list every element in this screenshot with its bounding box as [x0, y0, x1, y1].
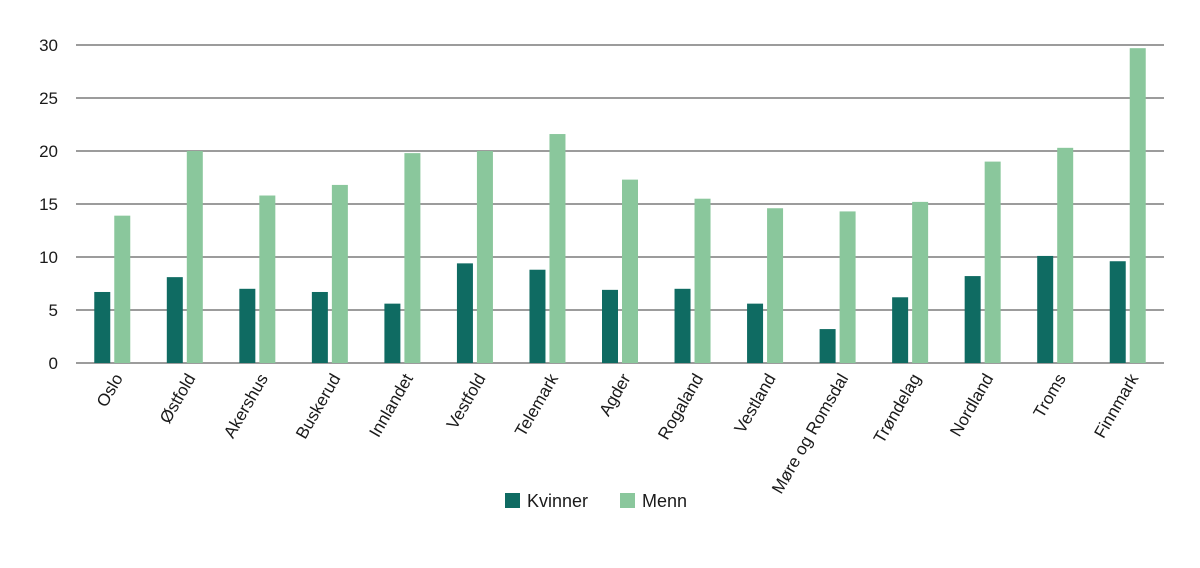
- bar-menn: [331, 184, 348, 363]
- bar-kvinner: [602, 289, 618, 363]
- bar-menn: [1129, 48, 1146, 364]
- legend-swatch: [620, 493, 635, 508]
- bar-menn: [259, 195, 276, 363]
- x-tick-label: Innlandet: [366, 370, 418, 440]
- bar-kvinner: [892, 297, 909, 363]
- x-tick-label: Troms: [1030, 370, 1070, 421]
- grid-lines: [76, 44, 1164, 364]
- bar-menn: [549, 134, 566, 363]
- x-tick-label: Vestfold: [443, 370, 490, 432]
- legend: Kvinner Menn: [505, 491, 687, 511]
- bar-kvinner: [384, 303, 401, 363]
- x-tick-label: Trøndelag: [870, 370, 925, 446]
- y-tick-label: 25: [39, 89, 58, 108]
- bar-kvinner: [1109, 261, 1126, 363]
- bar-kvinner: [1037, 255, 1054, 363]
- y-axis-ticks: 0 5 10 15 20 25 30: [39, 36, 58, 373]
- x-tick-label: Oslo: [93, 370, 127, 410]
- bar-menn: [622, 179, 638, 363]
- bar-menn: [404, 153, 421, 363]
- legend-item-kvinner: Kvinner: [505, 491, 588, 511]
- legend-label: Kvinner: [527, 491, 588, 511]
- y-tick-label: 15: [39, 195, 58, 214]
- x-axis-labels: Oslo Østfold Akershus Buskerud Innlandet Vest…: [93, 370, 1143, 497]
- bar-menn: [476, 151, 493, 363]
- bar-kvinner: [964, 276, 981, 363]
- bar-kvinner: [311, 291, 328, 363]
- bar-kvinner: [239, 288, 256, 363]
- x-tick-label: Rogaland: [654, 370, 707, 443]
- bar-menn: [984, 161, 1001, 363]
- bar-menn: [839, 211, 856, 363]
- bar-menn: [186, 151, 203, 363]
- bar-menn: [694, 198, 711, 363]
- bar-kvinner: [166, 277, 183, 363]
- x-tick-label: Møre og Romsdal: [768, 370, 852, 497]
- bar-kvinner: [529, 269, 546, 363]
- y-tick-label: 0: [49, 354, 58, 373]
- bars: [94, 48, 1146, 364]
- bar-kvinner: [94, 291, 111, 363]
- bar-kvinner: [674, 288, 691, 363]
- bar-menn: [114, 215, 131, 363]
- bar-menn: [912, 201, 929, 363]
- x-tick-label: Agder: [595, 370, 634, 419]
- y-tick-label: 30: [39, 36, 58, 55]
- legend-item-menn: Menn: [620, 491, 687, 511]
- x-tick-label: Østfold: [156, 370, 199, 426]
- x-tick-label: Finnmark: [1090, 370, 1142, 441]
- x-tick-label: Telemark: [511, 370, 562, 440]
- y-tick-label: 20: [39, 142, 58, 161]
- bar-kvinner: [747, 303, 764, 363]
- x-tick-label: Buskerud: [292, 370, 344, 442]
- bar-menn: [1057, 147, 1074, 363]
- bar-menn: [767, 208, 784, 363]
- bar-kvinner: [819, 329, 836, 363]
- x-tick-label: Vestland: [731, 370, 780, 436]
- y-tick-label: 10: [39, 248, 58, 267]
- x-tick-label: Akershus: [220, 370, 272, 441]
- y-tick-label: 5: [49, 301, 58, 320]
- x-tick-label: Nordland: [946, 370, 997, 439]
- bar-kvinner: [456, 263, 473, 363]
- legend-label: Menn: [642, 491, 687, 511]
- legend-swatch: [505, 493, 520, 508]
